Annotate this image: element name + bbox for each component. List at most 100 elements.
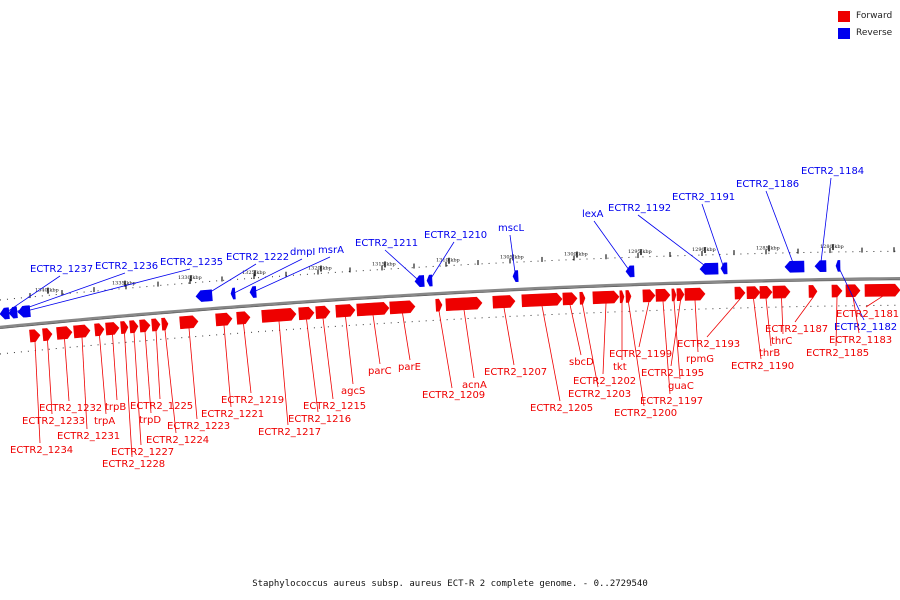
reverse-gene-label: ECTR2_1237 bbox=[30, 264, 93, 275]
forward-gene-label: ECTR2_1224 bbox=[146, 435, 209, 446]
forward-gene-label: guaC bbox=[668, 381, 694, 392]
scale-tick-label: 1280 kbp bbox=[820, 244, 844, 250]
reverse-label-connector bbox=[4, 275, 61, 314]
forward-gene-label: ECTR2_1234 bbox=[10, 445, 73, 456]
forward-gene-label: thrC bbox=[771, 336, 792, 347]
forward-gene-arrow bbox=[759, 285, 773, 299]
forward-gene-label: ECTR2_1225 bbox=[130, 401, 193, 412]
forward-label-connector bbox=[638, 301, 650, 348]
scale-tick-label: 1320 kbp bbox=[308, 266, 332, 272]
forward-label-connector bbox=[81, 337, 88, 430]
forward-label-connector bbox=[322, 318, 334, 400]
forward-gene-arrow bbox=[845, 284, 861, 298]
reverse-gene-label: ECTR2_1235 bbox=[160, 257, 223, 268]
reverse-gene-arrow bbox=[720, 262, 728, 275]
forward-gene-label: ECTR2_1233 bbox=[22, 416, 85, 427]
forward-gene-label: ECTR2_1193 bbox=[677, 339, 740, 350]
forward-gene-arrow bbox=[445, 296, 483, 312]
forward-label-connector bbox=[164, 329, 177, 434]
reverse-gene-label: ECTR2_1182 bbox=[834, 322, 897, 333]
forward-gene-label: ECTR2_1181 bbox=[836, 309, 899, 320]
reverse-gene-arrow bbox=[414, 275, 425, 287]
forward-gene-label: ECTR2_1209 bbox=[422, 390, 485, 401]
forward-gene-arrow bbox=[831, 284, 843, 298]
forward-gene-arrow bbox=[808, 285, 818, 298]
reverse-gene-label: ECTR2_1184 bbox=[801, 166, 864, 177]
forward-gene-arrow bbox=[29, 329, 41, 343]
reverse-label-connector bbox=[429, 241, 455, 281]
forward-label-connector bbox=[64, 338, 70, 402]
scale-tick-label: 1295 kbp bbox=[628, 249, 652, 255]
forward-gene-arrow bbox=[579, 291, 586, 305]
forward-label-connector bbox=[569, 304, 582, 356]
forward-gene-arrow bbox=[105, 322, 120, 336]
forward-gene-arrow bbox=[642, 289, 656, 303]
legend-reverse-label: Reverse bbox=[856, 28, 893, 38]
forward-gene-arrow bbox=[179, 315, 199, 330]
forward-gene-label: ECTR2_1223 bbox=[167, 421, 230, 432]
legend-reverse[interactable]: Reverse bbox=[838, 26, 892, 40]
forward-gene-arrow bbox=[619, 290, 625, 304]
forward-label-connector bbox=[628, 302, 645, 407]
forward-gene-label: ECTR2_1217 bbox=[258, 427, 321, 438]
forward-gene-label: rpmG bbox=[686, 354, 714, 365]
reverse-label-connector bbox=[509, 234, 516, 277]
forward-gene-arrow bbox=[73, 324, 91, 339]
reverse-label-connector bbox=[384, 249, 420, 282]
forward-label-connector bbox=[582, 304, 599, 388]
forward-gene-arrow bbox=[684, 287, 706, 301]
forward-gene-arrow bbox=[655, 288, 671, 302]
forward-gene-arrow bbox=[236, 311, 251, 325]
forward-gene-label: ECTR2_1228 bbox=[102, 459, 165, 470]
forward-gene-arrow bbox=[94, 323, 105, 337]
forward-label-connector bbox=[463, 309, 475, 379]
reverse-gene-label: ECTR2_1222 bbox=[226, 252, 289, 263]
forward-gene-arrow bbox=[215, 312, 233, 327]
forward-label-connector bbox=[278, 321, 289, 426]
forward-gene-arrow bbox=[389, 300, 416, 315]
forward-swatch bbox=[838, 10, 850, 22]
forward-label-connector bbox=[503, 307, 515, 366]
reverse-label-connector bbox=[820, 177, 832, 267]
forward-gene-arrow bbox=[734, 286, 746, 300]
forward-label-connector bbox=[852, 296, 860, 334]
forward-label-connector bbox=[345, 316, 354, 385]
reverse-label-connector bbox=[203, 263, 257, 297]
forward-label-connector bbox=[781, 297, 784, 335]
forward-gene-arrow bbox=[151, 318, 161, 332]
forward-gene-arrow bbox=[625, 290, 632, 303]
forward-label-connector bbox=[402, 313, 411, 361]
forward-gene-arrow bbox=[56, 326, 73, 340]
reverse-label-connector bbox=[23, 268, 191, 313]
forward-label-connector bbox=[144, 331, 152, 414]
forward-label-connector bbox=[753, 298, 762, 360]
forward-gene-label: ECTR2_1207 bbox=[484, 367, 547, 378]
forward-gene-label: trpD bbox=[139, 415, 161, 426]
forward-label-connector bbox=[673, 300, 681, 380]
reverse-gene-label: ECTR2_1186 bbox=[736, 179, 799, 190]
forward-gene-label: ECTR2_1195 bbox=[641, 368, 704, 379]
reverse-label-connector bbox=[593, 220, 631, 272]
forward-gene-label: ECTR2_1203 bbox=[568, 389, 631, 400]
forward-gene-label: ECTR2_1183 bbox=[829, 335, 892, 346]
reverse-gene-label: mscL bbox=[498, 223, 524, 234]
legend-forward[interactable]: Forward bbox=[838, 9, 892, 23]
forward-gene-label: ECTR2_1219 bbox=[221, 395, 284, 406]
forward-gene-arrow bbox=[129, 320, 139, 334]
forward-label-connector bbox=[34, 341, 41, 444]
forward-label-connector bbox=[794, 297, 814, 323]
scale-tick-label: 1300 kbp bbox=[564, 252, 588, 258]
reverse-gene-label: msrA bbox=[318, 245, 344, 256]
forward-label-connector bbox=[662, 301, 671, 395]
forward-gene-label: ECTR2_1190 bbox=[731, 361, 794, 372]
forward-label-connector bbox=[765, 298, 772, 347]
forward-gene-arrow bbox=[746, 286, 761, 300]
forward-label-connector bbox=[188, 328, 198, 420]
reverse-label-connector bbox=[637, 214, 710, 270]
forward-gene-label: ECTR2_1187 bbox=[765, 324, 828, 335]
forward-gene-label: parC bbox=[368, 366, 392, 377]
forward-label-connector bbox=[372, 314, 381, 365]
forward-gene-label: ECTR2_1202 bbox=[573, 376, 636, 387]
legend: Forward Reverse bbox=[838, 9, 892, 43]
forward-label-connector bbox=[835, 296, 838, 347]
